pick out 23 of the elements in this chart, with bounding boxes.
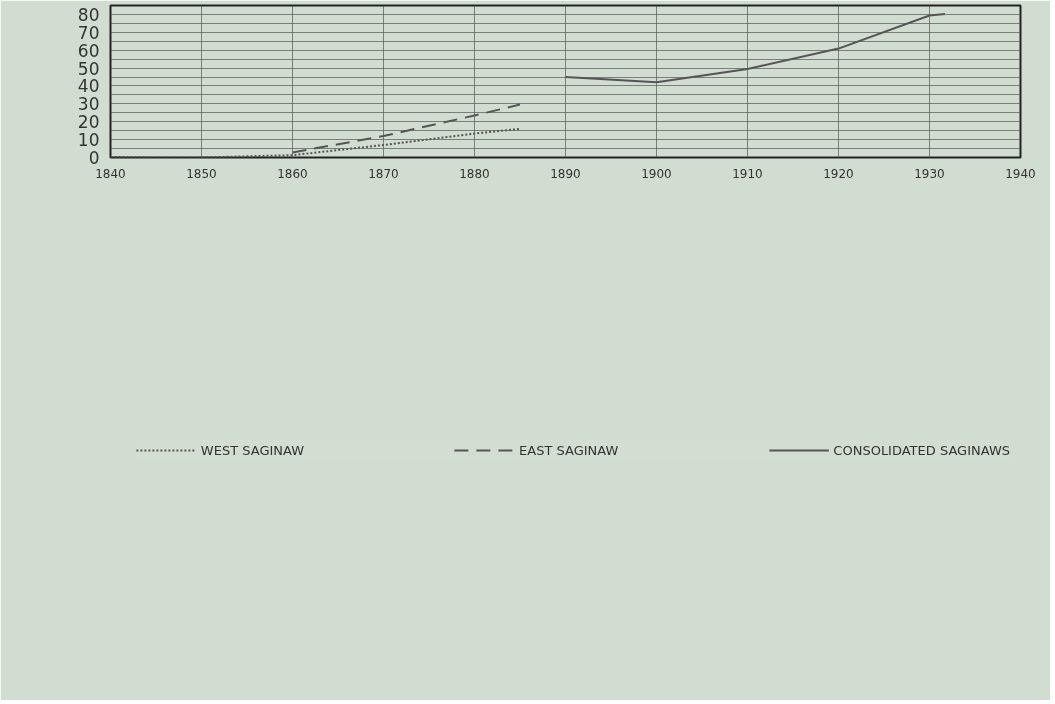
y-tick-label: 0 <box>88 148 100 168</box>
x-tick-label: 1850 <box>186 166 217 181</box>
y-tick-label: 10 <box>77 130 100 151</box>
x-tick-label: 1910 <box>732 166 763 181</box>
x-tick-label: 1890 <box>550 166 581 181</box>
x-tick-label: 1920 <box>823 166 854 181</box>
y-tick-label: 60 <box>77 40 100 61</box>
legend-label: CONSOLIDATED SAGINAWS <box>833 442 1010 458</box>
x-tick-label: 1840 <box>95 166 126 181</box>
x-tick-label: 1930 <box>914 166 945 181</box>
x-tick-label: 1900 <box>641 166 672 181</box>
legend-label: EAST SAGINAW <box>519 442 619 458</box>
y-tick-label: 20 <box>77 112 100 133</box>
x-tick-label: 1860 <box>277 166 308 181</box>
y-tick-label: 30 <box>77 94 100 115</box>
y-tick-label: 50 <box>77 58 100 79</box>
y-tick-label: 70 <box>77 22 100 43</box>
legend-label: WEST SAGINAW <box>200 442 305 458</box>
x-tick-label: 1940 <box>1005 166 1036 181</box>
x-tick-label: 1880 <box>459 166 490 181</box>
x-tick-label: 1870 <box>368 166 399 181</box>
y-tick-label: 40 <box>77 76 100 97</box>
y-tick-label: 80 <box>77 4 100 25</box>
